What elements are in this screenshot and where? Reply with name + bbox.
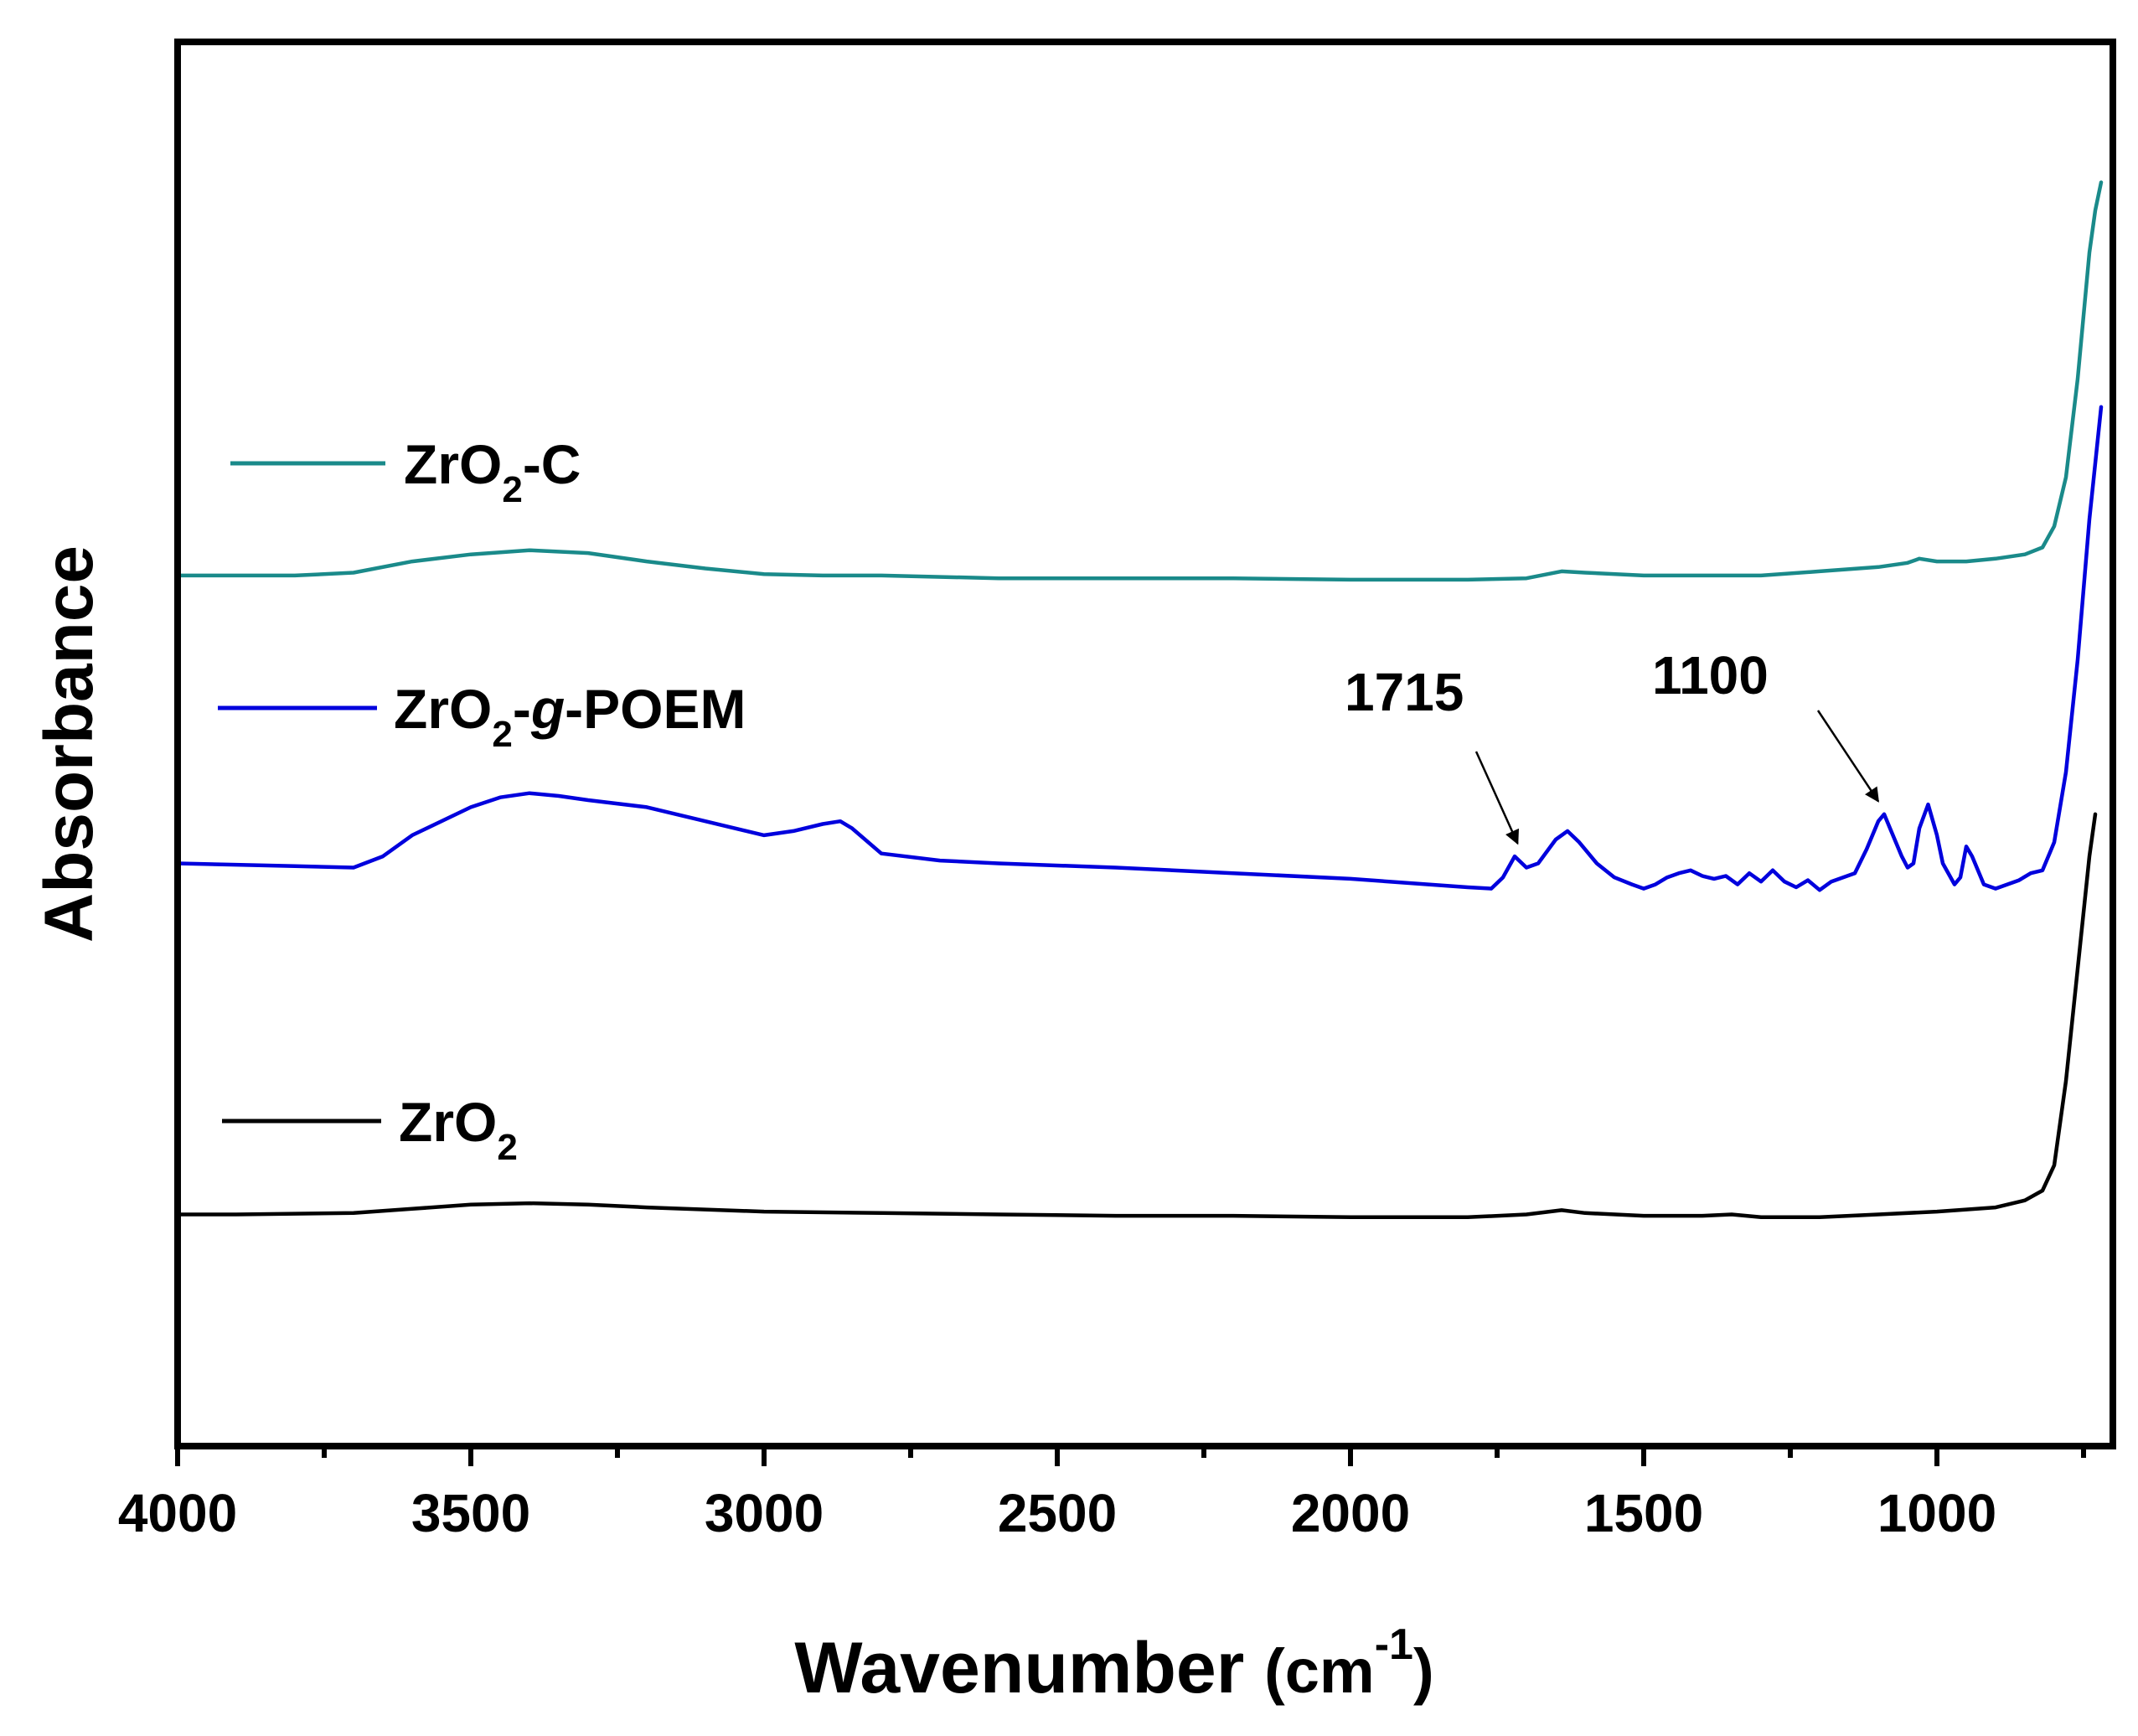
x-tick-label: 4000 — [118, 1483, 237, 1543]
x-tick-label: 1500 — [1584, 1483, 1703, 1543]
x-tick-label: 2000 — [1291, 1483, 1410, 1543]
x-tick-label: 2500 — [998, 1483, 1117, 1543]
legend-item-1: ZrO2-g-POEM — [218, 678, 746, 755]
series-line-2 — [175, 812, 2098, 1220]
legend-label: ZrO2-g-POEM — [394, 678, 746, 755]
legend-item-2: ZrO2 — [222, 1091, 518, 1168]
series-line-1 — [175, 405, 2104, 892]
annotation-label-1100: 1100 — [1652, 645, 1769, 705]
x-tick-label: 3000 — [705, 1483, 824, 1543]
x-tick-label: 1000 — [1877, 1483, 1996, 1543]
annotation-arrow-1715 — [1474, 751, 1519, 845]
legend-label: ZrO2 — [399, 1091, 518, 1168]
x-axis-title: Wavenumber (cm-1) — [794, 1620, 1433, 1708]
legend-label: ZrO2-C — [404, 433, 581, 510]
annotation-label-1715: 1715 — [1345, 662, 1464, 722]
legend-item-0: ZrO2-C — [230, 433, 581, 510]
annotations: 1715 1100 — [1345, 645, 1880, 845]
legend: ZrO2-C ZrO2-g-POEM ZrO2 — [218, 433, 746, 1168]
x-axis-tick-labels: 4000 3500 3000 2500 2000 1500 1000 — [118, 1483, 1996, 1543]
series-line-0 — [175, 180, 2104, 582]
y-axis-title: Absorbance — [31, 545, 107, 943]
x-tick-label: 3500 — [411, 1483, 530, 1543]
annotation-arrow-1100 — [1816, 710, 1880, 803]
series-layer — [175, 180, 2104, 1220]
plot-frame — [174, 39, 2116, 1449]
